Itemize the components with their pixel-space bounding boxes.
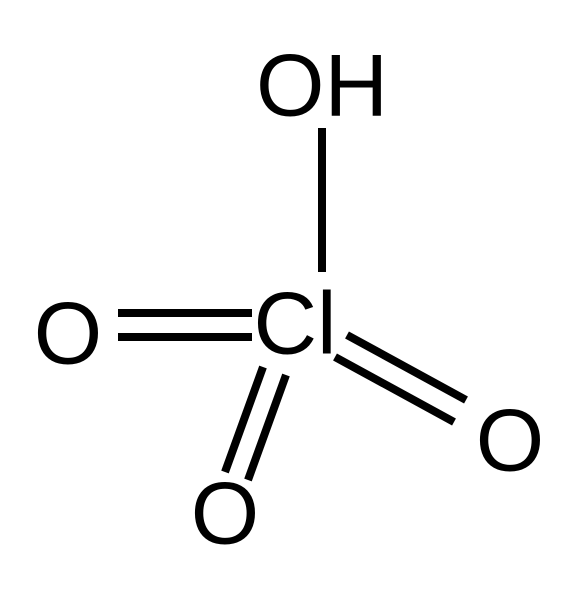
atom-label-O_right: O [476,390,544,489]
chemical-structure-diagram: OHClOOO [0,0,584,600]
atom-label-O_left: O [34,283,102,382]
double-bond [335,357,454,422]
atom-label-OH: OH [256,35,388,134]
atom-label-Cl: Cl [253,273,336,372]
atom-label-O_bottom: O [191,463,259,562]
double-bond [347,335,466,400]
